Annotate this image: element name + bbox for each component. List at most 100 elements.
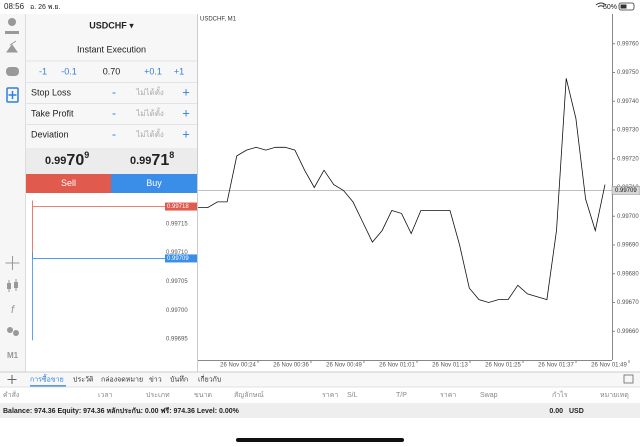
tab[interactable]: ข่าว (149, 376, 162, 383)
row-value[interactable]: ไม่ได้ตั้ง (135, 107, 164, 118)
status-time: 08:56 (4, 2, 25, 11)
column-header: S/L (347, 392, 358, 399)
chat-icon[interactable] (6, 67, 19, 76)
minus-button[interactable]: - (112, 127, 116, 141)
tab[interactable]: เกี่ยวกับ (198, 374, 221, 383)
minus-button[interactable]: - (112, 106, 116, 120)
ask-label: 0.99718 (167, 204, 189, 210)
buy-price-head: 0.99 (130, 155, 151, 167)
volume-row: -1 -0.1 0.70 +0.1 +1 (39, 66, 184, 76)
tick-chart: 0.99695 0.99700 0.99705 0.99710 0.99715 0.997… (32, 200, 197, 343)
tab[interactable]: บันทึก (170, 374, 188, 383)
layout-button[interactable] (623, 374, 634, 384)
y-tick-label: 0.99750 (617, 70, 639, 76)
column-header: ขนาด (194, 392, 212, 399)
row-value[interactable]: ไม่ได้ตั้ง (135, 86, 164, 97)
volume-step[interactable]: +0.1 (144, 66, 162, 76)
trade-icon-plus (8, 91, 17, 99)
x-tick-label: 26 Nov 01:01 (379, 363, 415, 369)
column-header: เวลา (98, 392, 113, 399)
wifi-icon (595, 2, 607, 8)
quotes-icon-base (5, 31, 19, 34)
battery-level (620, 4, 627, 9)
y-tick-label: 0.99730 (617, 128, 639, 134)
y-tick-label: 0.99690 (617, 243, 639, 249)
row-label: Take Profit (31, 108, 74, 118)
trade-icon[interactable] (6, 87, 19, 103)
last-price-box (611, 186, 640, 195)
tabs: การซื้อขาย ประวัติ กล่องจดหมาย ข่าว บันทึก เก… (30, 372, 221, 387)
tab[interactable]: ประวัติ (73, 375, 94, 383)
column-header: หมายเหตุ (600, 392, 629, 399)
main-chart: USDCHF, M1 0.99660 0.99670 0.99680 0.99690 0.… (198, 14, 640, 369)
tick-y-label: 0.99715 (166, 221, 188, 227)
sell-price-big: 70 (66, 152, 84, 169)
x-tick-label: 26 Nov 00:24 (220, 363, 256, 369)
volume-step[interactable]: -0.1 (61, 66, 77, 76)
y-tick-label: 0.99680 (617, 271, 639, 277)
bid-label: 0.99709 (167, 256, 189, 262)
volume-value: 0.70 (103, 66, 121, 76)
x-tick-label: 26 Nov 00:49 (326, 363, 362, 369)
balance-row (0, 403, 640, 418)
column-header: คำสั่ง (3, 390, 19, 399)
column-header: Swap (480, 392, 498, 399)
battery-icon (618, 2, 635, 11)
price-line (198, 78, 606, 303)
parameter-rows: Stop Loss - ไม่ได้ตั้ง + Take Profit - ไม่ได้ต… (26, 82, 197, 141)
y-tick-label: 0.99740 (617, 99, 639, 105)
column-header: T/P (396, 392, 407, 399)
symbol-selector[interactable]: USDCHF ▾ (89, 20, 134, 30)
minus-button[interactable]: - (112, 85, 116, 99)
charts-icon[interactable] (6, 40, 18, 53)
home-indicator (236, 438, 404, 442)
buy-button[interactable] (111, 174, 197, 193)
y-tick-label: 0.99720 (617, 156, 639, 162)
table-header: คำสั่ง เวลา ประเภท ขนาด สัญลักษณ์ ราคา S/L T/P ร… (3, 390, 629, 399)
tab[interactable]: การซื้อขาย (30, 372, 64, 383)
toolbar (0, 372, 640, 387)
y-tick-label: 0.99660 (617, 329, 639, 335)
plus-button[interactable]: + (182, 105, 190, 120)
buy-price-big: 71 (151, 152, 169, 169)
crosshair-icon[interactable] (5, 256, 20, 270)
tab[interactable]: กล่องจดหมาย (101, 376, 143, 383)
row-label: Deviation (31, 129, 69, 139)
status-battery: 50% (603, 4, 617, 11)
buy-label[interactable]: Buy (146, 178, 162, 188)
plus-button[interactable]: + (182, 126, 190, 141)
add-button[interactable] (7, 375, 17, 384)
tick-y-label: 0.99710 (166, 250, 188, 256)
column-header: ราคา (440, 392, 456, 399)
volume-step[interactable]: +1 (174, 66, 184, 76)
x-tick-label: 26 Nov 00:36 (273, 363, 309, 369)
sell-button[interactable] (26, 174, 111, 193)
y-tick-label: 0.99700 (617, 214, 639, 220)
candle-a (7, 283, 11, 289)
ask-label-box (165, 202, 197, 211)
plus-button[interactable]: + (182, 84, 190, 99)
sell-price-sup: 9 (84, 150, 89, 160)
objects-icon[interactable] (7, 327, 13, 333)
row-value[interactable]: ไม่ได้ตั้ง (135, 128, 164, 139)
timeframe-button[interactable]: M1 (7, 351, 19, 360)
chart-title: USDCHF, M1 (200, 17, 237, 23)
price-area (26, 148, 197, 174)
column-header: กำไร (552, 390, 568, 399)
buy-price-sup: 8 (169, 150, 174, 160)
tick-y-label: 0.99705 (166, 279, 188, 285)
buy-price: 0.99718 (130, 150, 174, 169)
last-price-label: 0.99709 (615, 188, 637, 194)
currency: USD (569, 408, 584, 415)
indicator-icon[interactable]: f (11, 304, 15, 316)
sell-price-head: 0.99 (45, 155, 66, 167)
order-panel (26, 14, 197, 174)
total-profit: 0.00 (549, 408, 563, 415)
volume-step[interactable]: -1 (39, 66, 47, 76)
column-header: ราคา (322, 392, 338, 399)
candle-b (14, 282, 18, 288)
execution-mode[interactable]: Instant Execution (77, 44, 146, 54)
quotes-icon[interactable] (8, 18, 16, 26)
sell-label[interactable]: Sell (61, 178, 76, 188)
